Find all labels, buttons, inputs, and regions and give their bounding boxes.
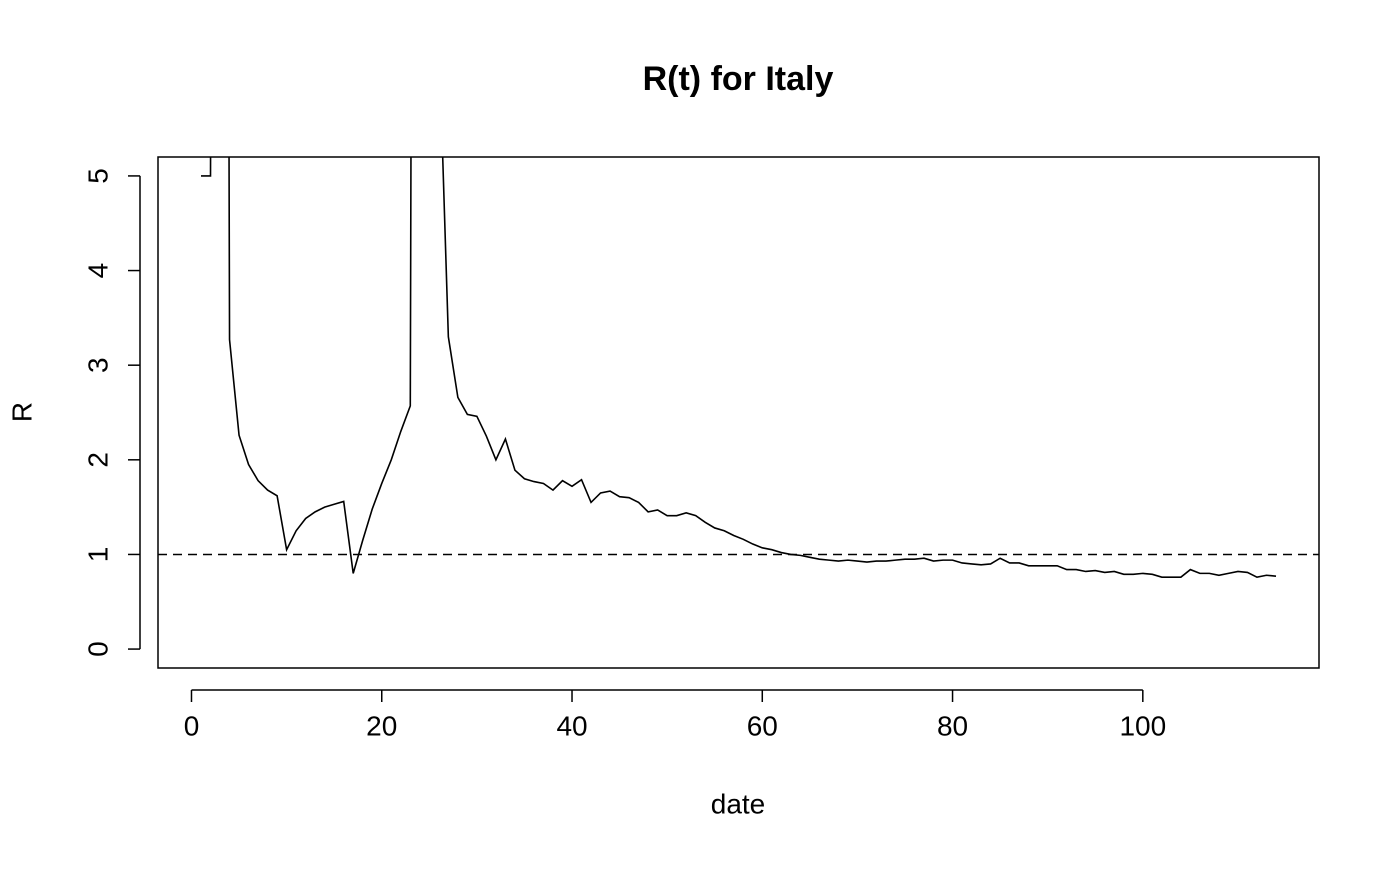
y-tick-label: 5 — [82, 168, 113, 184]
x-tick-label: 0 — [184, 710, 200, 741]
x-tick-label: 40 — [556, 710, 587, 741]
data-line — [201, 157, 1277, 578]
x-tick-label: 60 — [747, 710, 778, 741]
x-tick-label: 80 — [937, 710, 968, 741]
x-tick-label: 100 — [1119, 710, 1166, 741]
x-tick-label: 20 — [366, 710, 397, 741]
plot-frame — [157, 156, 1320, 669]
y-tick-label: 2 — [82, 452, 113, 468]
chart-title: R(t) for Italy — [643, 60, 834, 98]
y-tick-label: 3 — [82, 357, 113, 373]
y-tick-label: 1 — [82, 547, 113, 563]
x-axis-label: date — [711, 788, 766, 819]
y-tick-label: 0 — [82, 641, 113, 657]
y-axis-label: R — [6, 402, 37, 422]
y-tick-label: 4 — [82, 263, 113, 279]
